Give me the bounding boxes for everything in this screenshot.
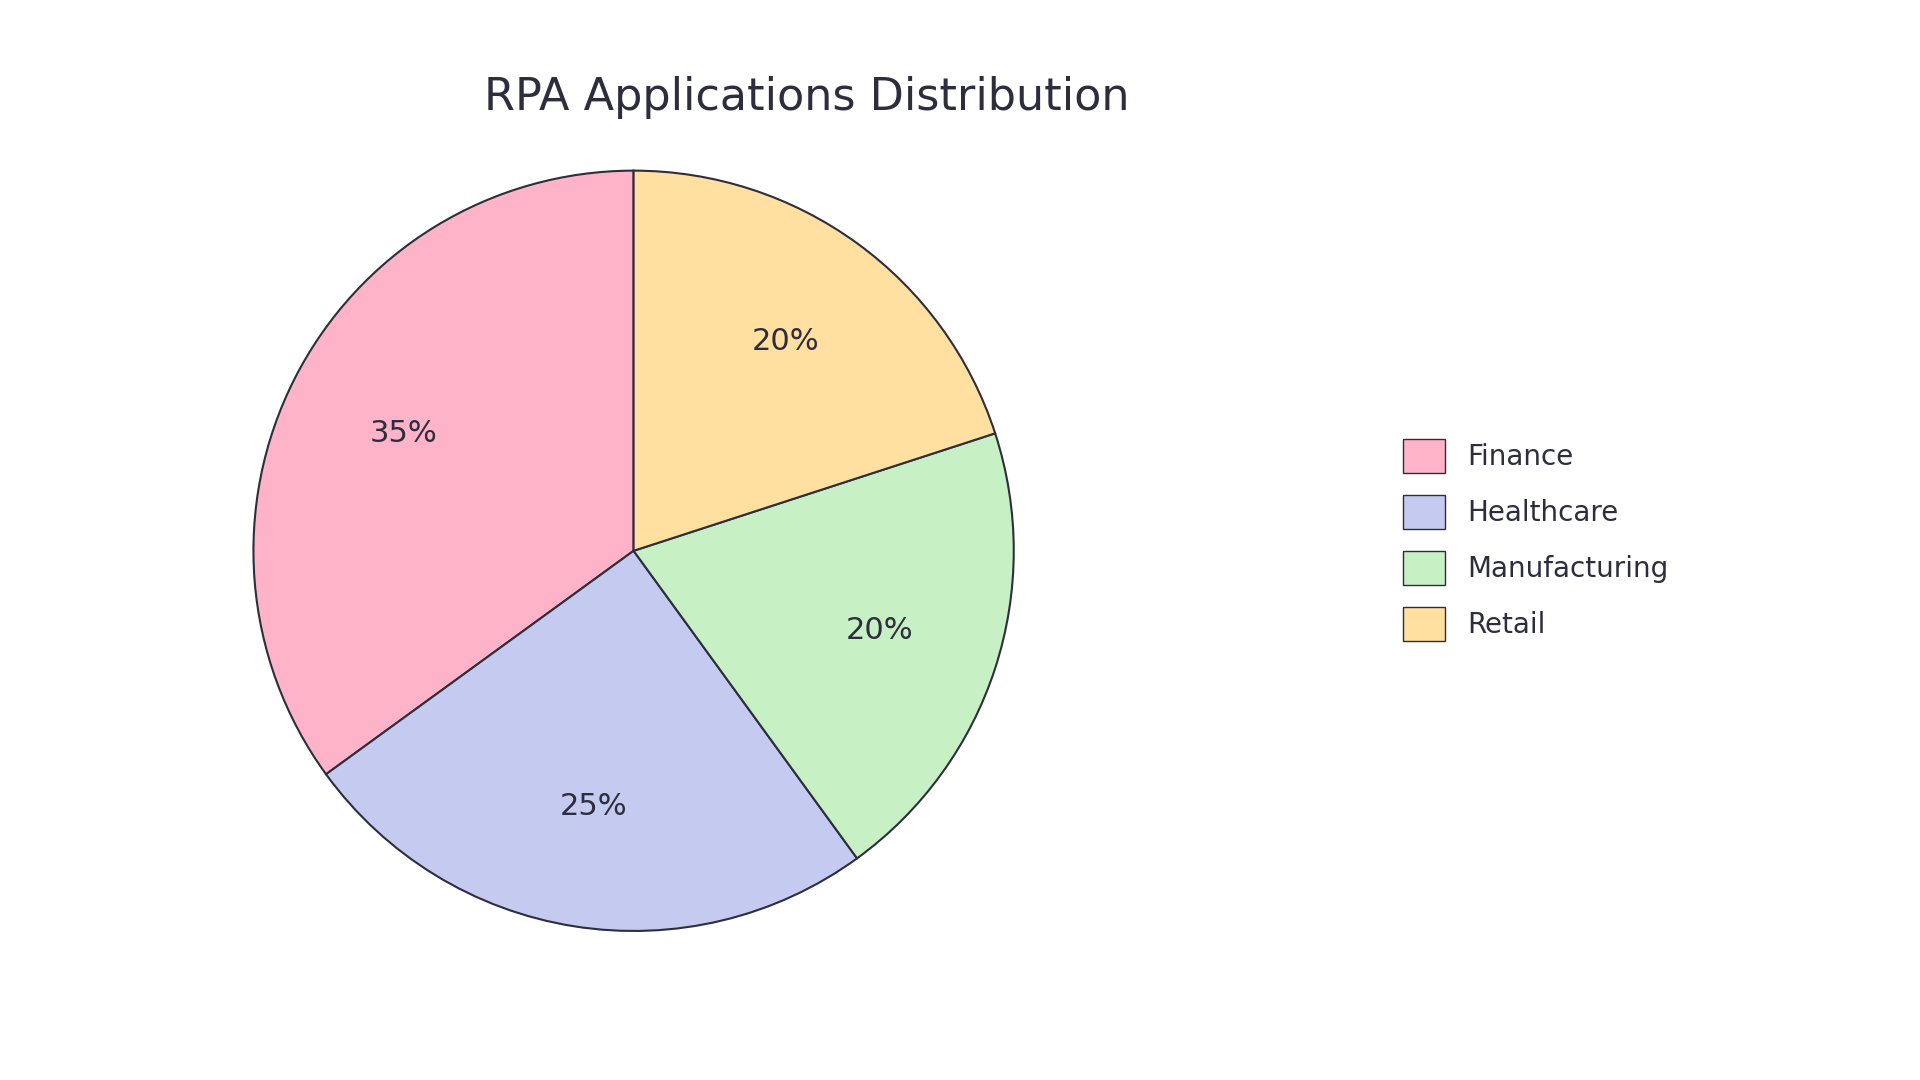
Wedge shape xyxy=(326,551,856,931)
Text: 35%: 35% xyxy=(369,419,438,448)
Text: 20%: 20% xyxy=(753,327,820,356)
Wedge shape xyxy=(253,171,634,774)
Wedge shape xyxy=(634,171,995,551)
Text: 20%: 20% xyxy=(845,617,914,645)
Text: RPA Applications Distribution: RPA Applications Distribution xyxy=(484,76,1129,119)
Legend: Finance, Healthcare, Manufacturing, Retail: Finance, Healthcare, Manufacturing, Reta… xyxy=(1390,426,1682,654)
Text: 25%: 25% xyxy=(559,792,628,821)
Wedge shape xyxy=(634,433,1014,859)
